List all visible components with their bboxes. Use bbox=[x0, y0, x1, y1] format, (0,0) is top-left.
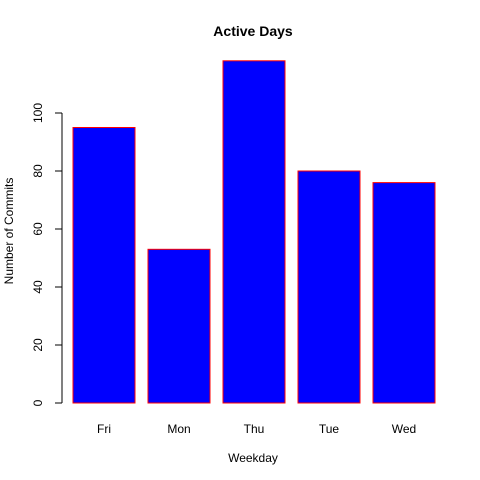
y-tick-label-100: 100 bbox=[31, 103, 45, 123]
bar-tue bbox=[297, 170, 361, 404]
bar-wed bbox=[372, 182, 436, 404]
x-tick-label-mon: Mon bbox=[167, 422, 190, 436]
x-axis-tick-labels: Fri Mon Thu Tue Wed bbox=[97, 422, 416, 436]
x-tick-label-thu: Thu bbox=[244, 422, 265, 436]
x-axis-title: Weekday bbox=[228, 451, 278, 465]
chart-title: Active Days bbox=[213, 23, 293, 39]
y-tick-label-60: 60 bbox=[31, 222, 45, 236]
x-tick-label-wed: Wed bbox=[392, 422, 416, 436]
x-tick-label-fri: Fri bbox=[97, 422, 111, 436]
bars-group bbox=[72, 60, 436, 404]
bar-mon bbox=[147, 248, 211, 404]
y-tick-label-0: 0 bbox=[31, 399, 45, 406]
bar-fri bbox=[72, 127, 136, 404]
y-axis: 0 20 40 60 80 100 bbox=[31, 103, 63, 406]
y-tick-label-80: 80 bbox=[31, 164, 45, 178]
y-tick-label-40: 40 bbox=[31, 280, 45, 294]
bar-thu bbox=[222, 60, 286, 404]
y-axis-title: Number of Commits bbox=[2, 178, 16, 285]
y-tick-label-20: 20 bbox=[31, 338, 45, 352]
x-tick-label-tue: Tue bbox=[319, 422, 340, 436]
